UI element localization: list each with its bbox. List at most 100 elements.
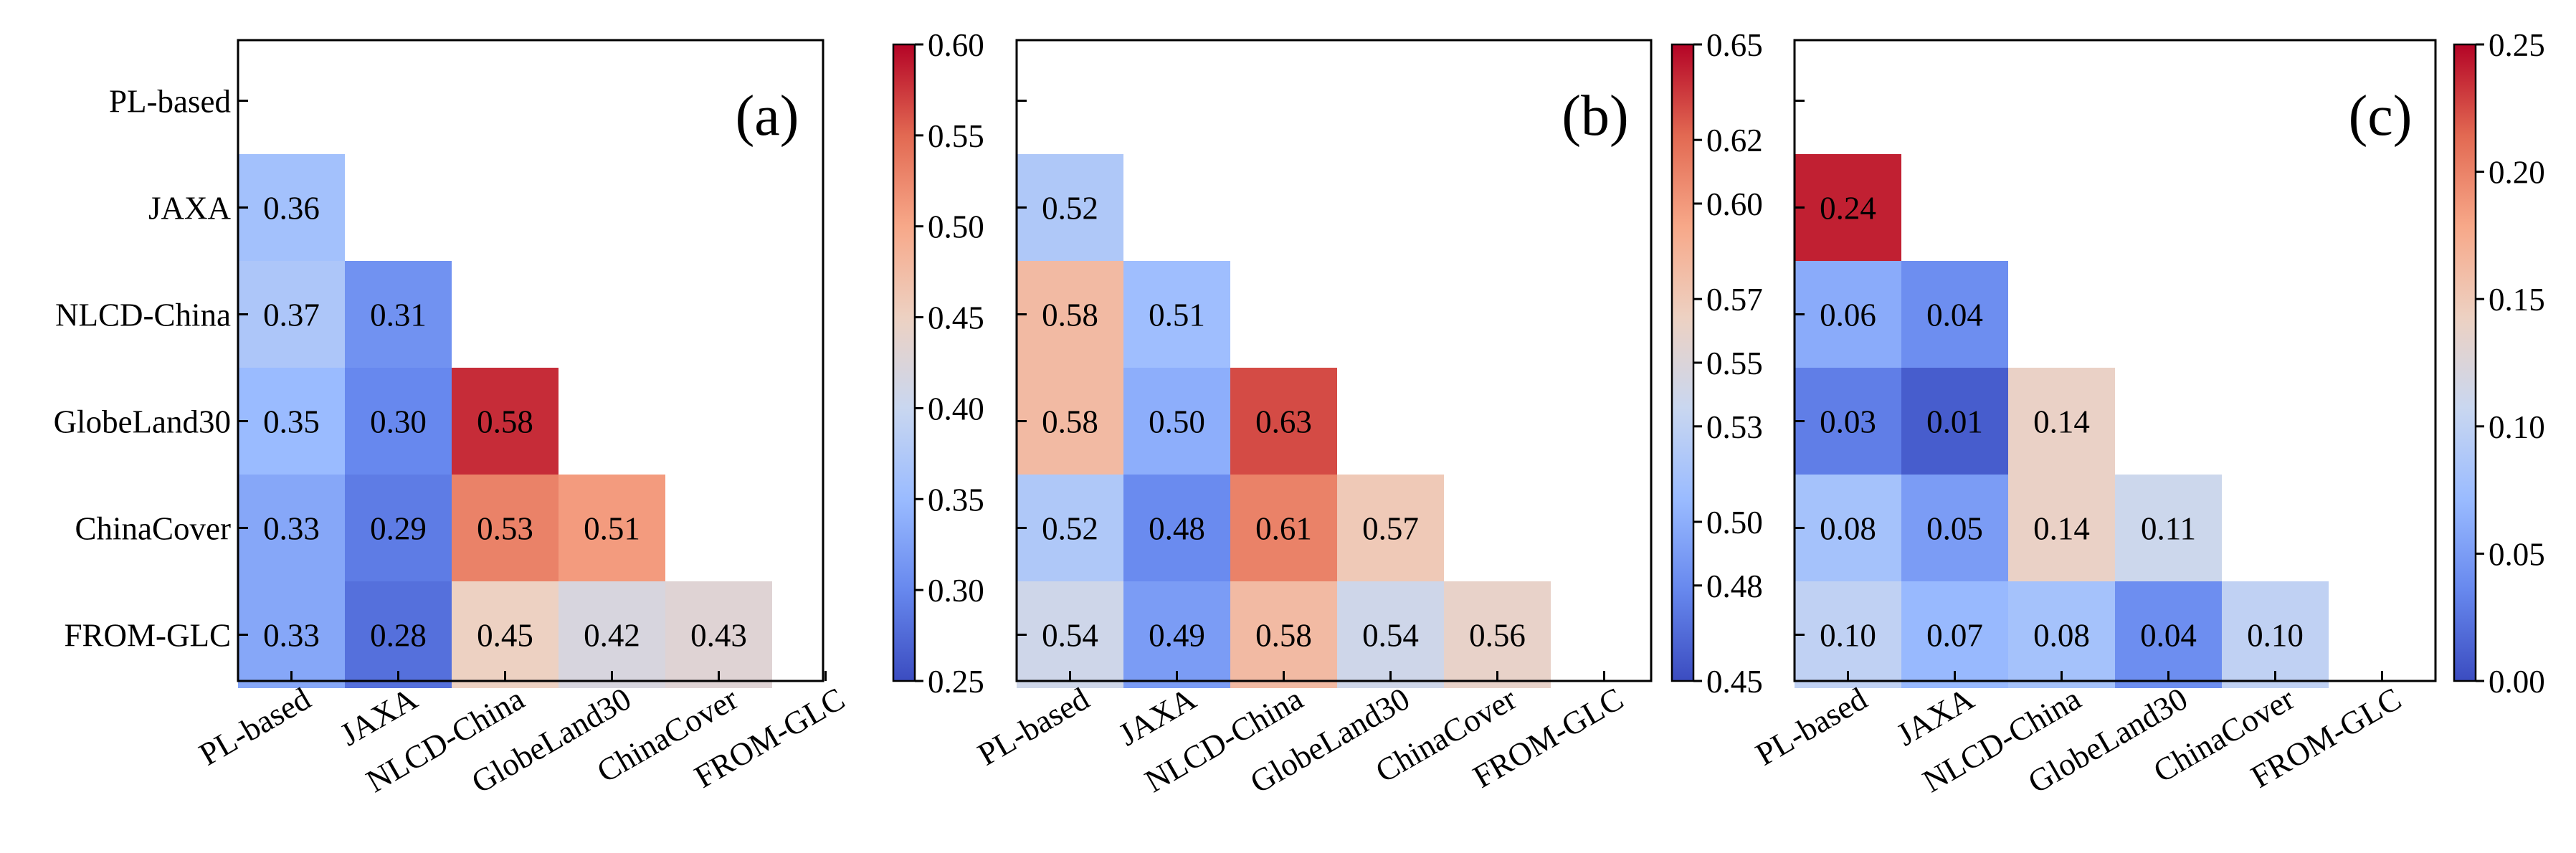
panel-label: (c) (2349, 85, 2413, 148)
cell-value-label: 0.53 (477, 511, 533, 547)
cell-value-label: 0.28 (370, 618, 427, 654)
cell-value-label: 0.30 (370, 404, 427, 440)
cell-value-label: 0.33 (263, 511, 320, 547)
colorbar-tick-label: 0.25 (928, 664, 984, 700)
cell-value-label: 0.58 (1042, 297, 1098, 333)
plot-frame (237, 39, 824, 682)
heatmap-cell (1017, 581, 1123, 688)
colorbar-tick-label: 0.40 (928, 391, 984, 426)
cell-value-label: 0.45 (477, 618, 533, 654)
heatmap-cell (559, 581, 665, 688)
heatmap-cell (1337, 581, 1444, 688)
cell-value-label: 0.58 (1042, 404, 1098, 440)
colorbar-tick-label: 0.53 (1706, 409, 1763, 445)
colorbar-tick-label: 0.62 (1706, 123, 1763, 158)
cell-value-label: 0.42 (584, 618, 640, 654)
cell-value-label: 0.29 (370, 511, 427, 547)
x-tick-label: PL-based (193, 680, 316, 772)
cell-value-label: 0.04 (1926, 297, 1983, 333)
heatmap-cell (2115, 475, 2222, 581)
cell-value-label: 0.48 (1149, 511, 1205, 547)
heatmap-cell (1017, 154, 1123, 261)
heatmap-cell (238, 368, 345, 475)
colorbar-tick-label: 0.50 (928, 209, 984, 245)
heatmap-cell (238, 261, 345, 368)
heatmap-cell (1123, 475, 1230, 581)
heatmap-cell (1901, 261, 2008, 368)
cell-value-label: 0.52 (1042, 191, 1098, 227)
panel-label: (b) (1562, 85, 1628, 148)
heatmap-cell (1123, 581, 1230, 688)
colorbar-tick-label: 0.00 (2489, 664, 2545, 700)
colorbar-tick-label: 0.45 (928, 300, 984, 336)
heatmap-cell (2008, 368, 2115, 475)
heatmap-cell (1230, 475, 1337, 581)
heatmap-cell (1230, 581, 1337, 688)
colorbar-tick-label: 0.60 (928, 27, 984, 63)
x-tick-label: PL-based (971, 680, 1095, 772)
heatmap-cell (1337, 475, 1444, 581)
cell-value-label: 0.08 (2033, 618, 2090, 654)
cell-value-label: 0.51 (1149, 297, 1205, 333)
colorbar-tick-label: 0.20 (2489, 155, 2545, 191)
cell-value-label: 0.63 (1255, 404, 1312, 440)
cell-value-label: 0.01 (1926, 404, 1983, 440)
colorbar-tick-label: 0.35 (928, 482, 984, 518)
heatmap-cell (1017, 368, 1123, 475)
heatmap-cell (1901, 475, 2008, 581)
heatmap-cell (1017, 475, 1123, 581)
x-tick-label: PL-based (1749, 680, 1873, 772)
cell-value-label: 0.43 (690, 618, 747, 654)
y-tick-label: FROM-GLC (64, 618, 231, 654)
cell-value-label: 0.37 (263, 297, 320, 333)
heatmap-cell (1795, 368, 1901, 475)
cell-value-label: 0.52 (1042, 511, 1098, 547)
colorbar (892, 43, 916, 682)
heatmap-cell (1795, 154, 1901, 261)
heatmap-cell (1795, 581, 1901, 688)
plot-frame (1793, 39, 2437, 682)
heatmap-cell (1017, 261, 1123, 368)
cell-value-label: 0.04 (2140, 618, 2197, 654)
heatmap-cell (345, 581, 452, 688)
cell-value-label: 0.10 (1820, 618, 1876, 654)
colorbar-tick-label: 0.48 (1706, 568, 1763, 604)
cell-value-label: 0.31 (370, 297, 427, 333)
heatmap-cell (345, 261, 452, 368)
colorbar-tick-label: 0.30 (928, 573, 984, 609)
colorbar-tick-label: 0.25 (2489, 27, 2545, 63)
y-tick-label: JAXA (148, 191, 232, 227)
heatmap-panel: 0.52 0.58 0.51 0.58 0.50 0.63 0.52 0.48 0.61 0.57… (971, 27, 1762, 800)
colorbar-tick-label: 0.05 (2489, 536, 2545, 572)
heatmap-cell (665, 581, 772, 688)
heatmap-cell (238, 581, 345, 688)
heatmap-cell (345, 368, 452, 475)
heatmap-cell (2008, 581, 2115, 688)
colorbar (1670, 43, 1695, 682)
cell-value-label: 0.08 (1820, 511, 1876, 547)
heatmap-cell (559, 475, 665, 581)
y-tick-label: ChinaCover (75, 511, 231, 547)
cell-value-label: 0.24 (1820, 191, 1876, 227)
cell-value-label: 0.36 (263, 191, 320, 227)
heatmap-cell (452, 368, 559, 475)
cell-value-label: 0.10 (2247, 618, 2304, 654)
colorbar (2453, 43, 2477, 682)
heatmap-cell (1901, 368, 2008, 475)
cell-value-label: 0.58 (477, 404, 533, 440)
colorbar-tick-label: 0.57 (1706, 282, 1763, 318)
colorbar-tick-label: 0.10 (2489, 409, 2545, 445)
colorbar-tick-label: 0.15 (2489, 282, 2545, 318)
heatmap-cell (1444, 581, 1551, 688)
heatmap-cell (1123, 261, 1230, 368)
cell-value-label: 0.56 (1469, 618, 1526, 654)
heatmap-cell (1795, 261, 1901, 368)
cell-value-label: 0.54 (1042, 618, 1098, 654)
heatmap-cell (345, 475, 452, 581)
cell-value-label: 0.51 (584, 511, 640, 547)
cell-value-label: 0.11 (2141, 511, 2196, 547)
cell-value-label: 0.35 (263, 404, 320, 440)
cell-value-label: 0.05 (1926, 511, 1983, 547)
heatmap-panels: 0.36 0.37 0.31 0.35 0.30 0.58 0.33 0.29 0.53 0.51… (54, 27, 2545, 800)
